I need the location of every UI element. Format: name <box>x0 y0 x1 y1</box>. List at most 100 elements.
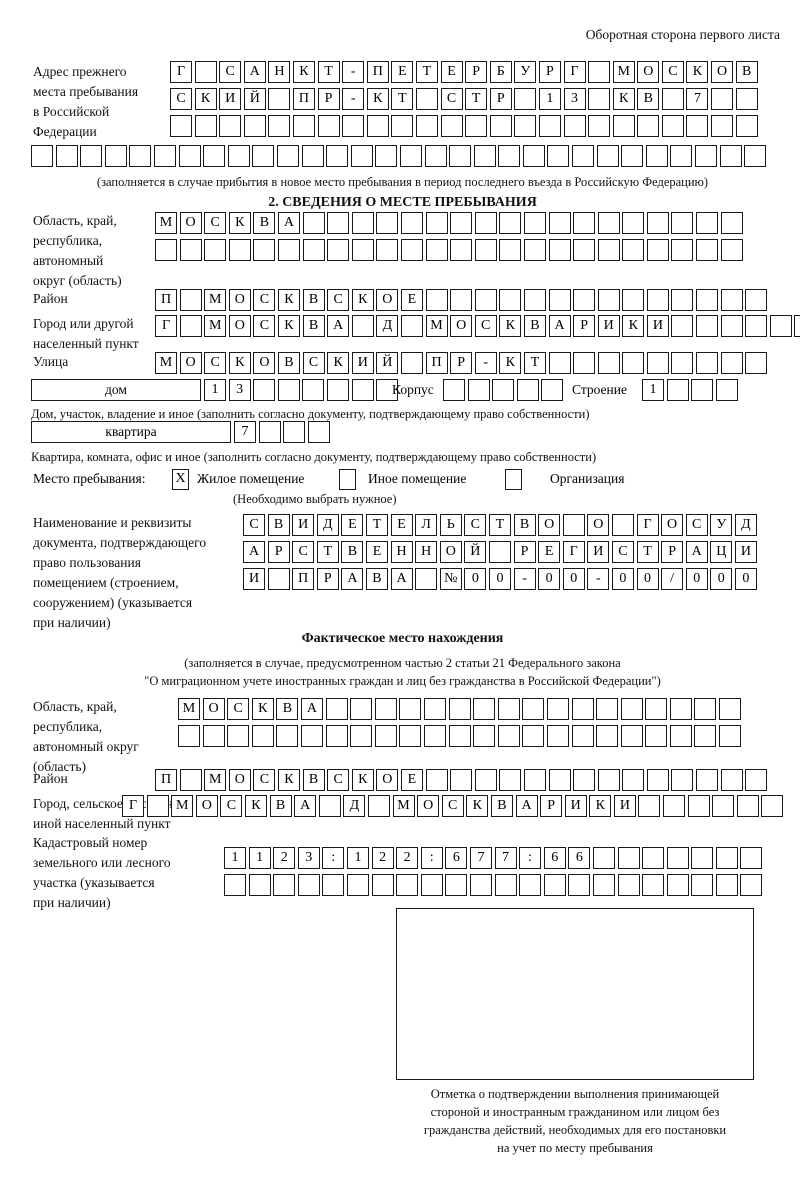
stay-street-row-cell-12[interactable]: П <box>425 352 448 374</box>
previous-address-row-1-cell-4[interactable]: А <box>243 61 266 83</box>
stay-city-row-cell-26[interactable] <box>769 315 792 337</box>
stay-region-row-2-cell-3[interactable] <box>204 239 227 261</box>
stay-region-row-2-cell-14[interactable] <box>474 239 497 261</box>
korpus-cells-cell-3[interactable] <box>492 379 515 401</box>
stay-district-row-cell-23[interactable] <box>696 289 719 311</box>
cadastral-row-1-cell-18[interactable] <box>642 847 665 869</box>
stay-district-row-cell-24[interactable] <box>720 289 743 311</box>
stay-street-row-cell-15[interactable]: К <box>499 352 522 374</box>
actual-region-row-2-cell-17[interactable] <box>571 725 594 747</box>
stay-region-row-2-cell-11[interactable] <box>400 239 423 261</box>
previous-address-row-4-cell-3[interactable] <box>80 145 103 167</box>
actual-city-row-cell-14[interactable]: С <box>441 795 464 817</box>
document-details-row-1-cell-2[interactable]: В <box>267 514 290 536</box>
actual-region-row-2-cell-9[interactable] <box>374 725 397 747</box>
actual-region-row-1-cell-13[interactable] <box>473 698 496 720</box>
stay-district-row-cell-25[interactable] <box>745 289 768 311</box>
stay-region-row-1-cell-19[interactable] <box>597 212 620 234</box>
actual-region-row-1-cell-15[interactable] <box>522 698 545 720</box>
stay-district-row-cell-8[interactable]: С <box>327 289 350 311</box>
actual-district-row-cell-10[interactable]: О <box>376 769 399 791</box>
actual-region-row-2-cell-21[interactable] <box>669 725 692 747</box>
document-details-row-2-cell-14[interactable]: Г <box>562 541 585 563</box>
stay-region-row-2-cell-5[interactable] <box>253 239 276 261</box>
stay-city-row-cell-12[interactable]: М <box>425 315 448 337</box>
document-details-row-3-cell-5[interactable]: А <box>341 568 364 590</box>
document-details-row-1-cell-4[interactable]: Д <box>316 514 339 536</box>
actual-district-row-cell-20[interactable] <box>622 769 645 791</box>
document-details-row-3-cell-8[interactable] <box>415 568 438 590</box>
cadastral-row-1-cell-20[interactable] <box>691 847 714 869</box>
previous-address-row-1-cell-19[interactable]: М <box>612 61 635 83</box>
stay-city-row-cell-9[interactable] <box>351 315 374 337</box>
document-details-row-1-cell-17[interactable]: Г <box>636 514 659 536</box>
stay-city-row-cell-22[interactable] <box>671 315 694 337</box>
cadastral-row-2-cell-3[interactable] <box>273 874 296 896</box>
actual-region-row-1-cell-23[interactable] <box>719 698 742 720</box>
previous-address-row-2-cell-23[interactable] <box>711 88 734 110</box>
document-details-row-3-cell-9[interactable]: № <box>439 568 462 590</box>
cadastral-row-1-cell-4[interactable]: 3 <box>297 847 320 869</box>
actual-region-row-1-cell-7[interactable] <box>325 698 348 720</box>
stroenie-cells[interactable]: 1 <box>642 379 740 401</box>
previous-address-row-2-cell-3[interactable]: И <box>219 88 242 110</box>
stay-street-row-cell-21[interactable] <box>646 352 669 374</box>
stay-district-row-cell-11[interactable]: Е <box>400 289 423 311</box>
stay-street-row-cell-18[interactable] <box>573 352 596 374</box>
previous-address-row-2-cell-2[interactable]: К <box>194 88 217 110</box>
stay-street-row-cell-9[interactable]: И <box>351 352 374 374</box>
actual-city-row-cell-25[interactable] <box>712 795 735 817</box>
previous-address-row-4-cell-24[interactable] <box>596 145 619 167</box>
actual-region-row-2-cell-19[interactable] <box>620 725 643 747</box>
actual-district-row-cell-4[interactable]: О <box>228 769 251 791</box>
actual-region-row-1-cell-22[interactable] <box>694 698 717 720</box>
cadastral-row-2-cell-22[interactable] <box>740 874 763 896</box>
actual-region-row-2-cell-23[interactable] <box>719 725 742 747</box>
actual-city-row-cell-10[interactable]: Д <box>343 795 366 817</box>
actual-district-row-cell-11[interactable]: Е <box>400 769 423 791</box>
stay-street-row-cell-4[interactable]: К <box>228 352 251 374</box>
cadastral-row-1-cell-10[interactable]: 6 <box>445 847 468 869</box>
actual-region-row-2-cell-10[interactable] <box>399 725 422 747</box>
cadastral-row-2-cell-5[interactable] <box>322 874 345 896</box>
previous-address-row-1-cell-12[interactable]: Е <box>440 61 463 83</box>
actual-district-row-cell-25[interactable] <box>745 769 768 791</box>
stay-region-row-1-cell-18[interactable] <box>573 212 596 234</box>
stay-district-row-cell-4[interactable]: О <box>228 289 251 311</box>
document-details-row-3-cell-11[interactable]: 0 <box>488 568 511 590</box>
previous-address-row-4-cell-14[interactable] <box>350 145 373 167</box>
actual-city-row-cell-26[interactable] <box>736 795 759 817</box>
cadastral-row-1-cell-7[interactable]: 2 <box>371 847 394 869</box>
actual-region-row-1-cell-17[interactable] <box>571 698 594 720</box>
stay-region-row-2-cell-21[interactable] <box>646 239 669 261</box>
previous-address-row-2-cell-24[interactable] <box>735 88 758 110</box>
stay-region-row-1-cell-5[interactable]: В <box>253 212 276 234</box>
document-details-row-3-cell-20[interactable]: 0 <box>710 568 733 590</box>
actual-region-row-2-cell-3[interactable] <box>227 725 250 747</box>
actual-city-row-cell-27[interactable] <box>761 795 784 817</box>
actual-region-row-2-cell-8[interactable] <box>350 725 373 747</box>
stay-street-row-cell-8[interactable]: К <box>327 352 350 374</box>
document-details-row-3-cell-14[interactable]: 0 <box>562 568 585 590</box>
document-details-row-3[interactable]: И П Р А В А № 0 0-0 0-0 0/0 0 0 <box>243 568 759 590</box>
house-cells-cell-7[interactable] <box>351 379 374 401</box>
flat-cells-cell-2[interactable] <box>258 421 281 443</box>
actual-district-row-cell-15[interactable] <box>499 769 522 791</box>
previous-address-row-3-cell-20[interactable] <box>637 115 660 137</box>
stay-street-row-cell-10[interactable]: Й <box>376 352 399 374</box>
cadastral-row-2-cell-1[interactable] <box>224 874 246 896</box>
house-cells-cell-2[interactable]: 3 <box>228 379 251 401</box>
previous-address-row-3-cell-4[interactable] <box>243 115 266 137</box>
cadastral-row-2-cell-12[interactable] <box>494 874 517 896</box>
previous-address-row-4-cell-16[interactable] <box>399 145 422 167</box>
actual-district-row-cell-8[interactable]: С <box>327 769 350 791</box>
house-cells-cell-3[interactable] <box>253 379 276 401</box>
cadastral-row-1-cell-1[interactable]: 1 <box>224 847 246 869</box>
cadastral-row-2-cell-20[interactable] <box>691 874 714 896</box>
previous-address-row-2-cell-8[interactable]: - <box>342 88 365 110</box>
stay-region-row-2-cell-19[interactable] <box>597 239 620 261</box>
previous-address-row-3-cell-13[interactable] <box>465 115 488 137</box>
stay-district-row-cell-2[interactable] <box>179 289 202 311</box>
previous-address-row-2-cell-17[interactable]: 3 <box>563 88 586 110</box>
